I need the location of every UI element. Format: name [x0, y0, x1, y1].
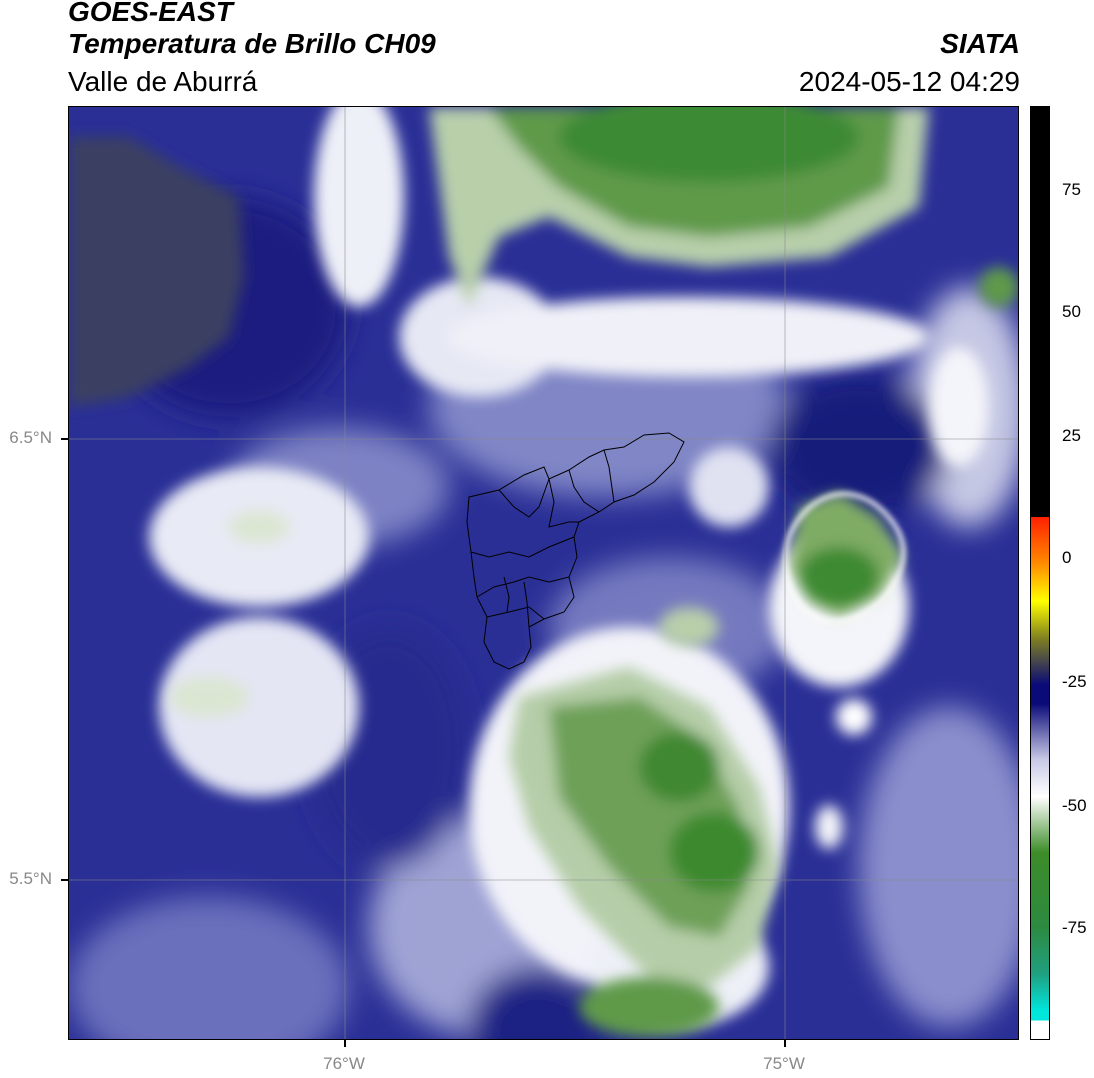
- lat-tick: [61, 879, 68, 881]
- organization-label: SIATA: [940, 28, 1020, 59]
- temperature-colorbar: [1030, 106, 1050, 1040]
- timestamp-label: 2024-05-12 04:29: [798, 66, 1020, 97]
- lon-label-75w: 75°W: [763, 1054, 805, 1073]
- brightness-temperature-field: [69, 107, 1018, 1039]
- gridlines: [69, 107, 1018, 1039]
- map-subtitle-region: Valle de Aburrá: [68, 66, 258, 97]
- colorbar-tick-label: 50: [1062, 302, 1081, 321]
- lon-tick: [344, 1040, 346, 1047]
- colorbar-tick-label: -25: [1062, 672, 1087, 691]
- lon-tick: [784, 1040, 786, 1047]
- map-title-satellite: GOES-EAST: [68, 0, 233, 27]
- colorbar-tick-label: 25: [1062, 426, 1081, 445]
- colorbar-tick-label: -75: [1062, 918, 1087, 937]
- colorbar-tick-label: 75: [1062, 180, 1081, 199]
- map-title-product: Temperatura de Brillo CH09: [68, 28, 436, 59]
- colorbar-tick-label: 0: [1062, 548, 1072, 567]
- lon-label-76w: 76°W: [323, 1054, 365, 1073]
- satellite-map: [68, 106, 1019, 1040]
- colorbar-tick-label: -50: [1062, 796, 1087, 815]
- lat-label-5-5n: 5.5°N: [9, 869, 52, 888]
- lat-tick: [61, 438, 68, 440]
- region-outline: [466, 432, 685, 670]
- lat-label-6-5n: 6.5°N: [9, 428, 52, 447]
